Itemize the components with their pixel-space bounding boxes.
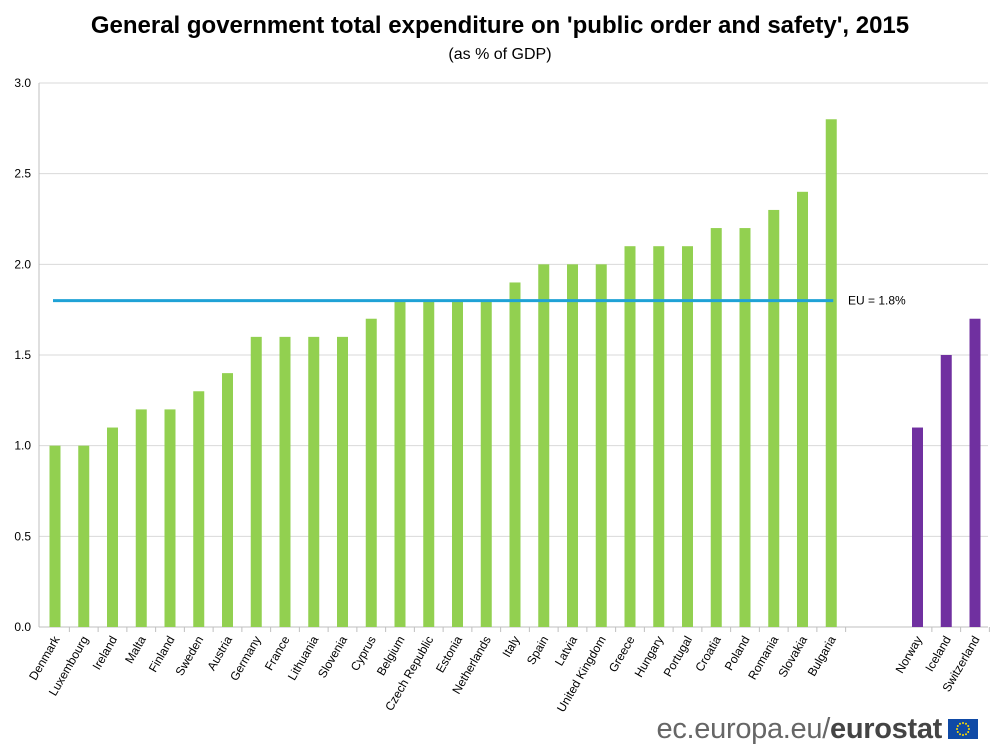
bar-greece [624,246,636,627]
bar-luxembourg [78,445,90,627]
bar-united-kingdom [595,264,607,627]
bar-slovakia [797,191,808,628]
x-tick-label: Bulgaria [805,633,839,678]
bar-norway [912,427,923,627]
bar-finland [164,409,176,627]
bar-malta [135,409,147,627]
x-tick-label: Finland [146,634,178,675]
bar-france [279,336,291,627]
bar-lithuania [308,336,320,627]
footer-logo-text: ec.europa.eu/eurostat [656,712,943,746]
y-tick-label: 2.5 [14,167,31,181]
x-tick-label: Ireland [90,634,120,673]
x-tick-label: Iceland [922,634,953,675]
bar-hungary [653,246,665,627]
y-tick-label: 0.5 [14,529,31,543]
bar-germany [250,336,262,627]
bar-romania [768,209,780,627]
bar-poland [739,228,751,628]
footer-domain: ec.europa.eu/ [656,712,831,745]
bar-switzerland [969,318,981,627]
eu-average-label: EU = 1.8% [848,294,906,308]
y-tick-label: 2.0 [14,257,31,271]
x-tick-label: Malta [122,633,149,666]
x-tick-label: Spain [524,634,551,668]
eu-flag-icon [948,719,978,739]
bar-spain [538,264,550,627]
chart-subtitle: (as % of GDP) [448,46,552,63]
x-tick-label: Latvia [552,633,580,668]
bar-slovenia [337,336,348,627]
bar-czech-republic [423,300,435,627]
chart-title: General government total expenditure on … [90,12,910,39]
bar-latvia [567,264,578,627]
footer-brand: eurostat [829,712,942,745]
bar-belgium [394,300,406,627]
x-tick-label: Sweden [173,634,207,679]
bar-croatia [710,228,722,628]
y-tick-label: 3.0 [14,76,31,90]
x-tick-label: Austria [204,633,235,673]
bar-austria [222,373,233,627]
x-tick-label: Italy [499,634,522,660]
bar-iceland [940,355,952,627]
bar-estonia [452,300,463,627]
x-tick-label: Norway [893,634,925,676]
y-tick-label: 1.0 [14,439,31,453]
bar-denmark [49,445,61,627]
bar-italy [509,282,521,627]
bar-netherlands [480,300,492,627]
bar-portugal [682,246,693,627]
x-tick-label: France [262,633,293,673]
y-tick-label: 1.5 [14,348,31,362]
bar-sweden [193,391,205,627]
bar-cyprus [365,318,377,627]
bar-ireland [107,427,118,627]
bar-bulgaria [825,119,837,628]
x-tick-label: Cyprus [348,634,379,674]
y-tick-label: 0.0 [14,620,31,634]
eurostat-footer: ec.europa.eu/eurostat [657,712,978,746]
x-tick-label: Poland [722,634,753,673]
x-tick-label: Croatia [692,633,724,674]
